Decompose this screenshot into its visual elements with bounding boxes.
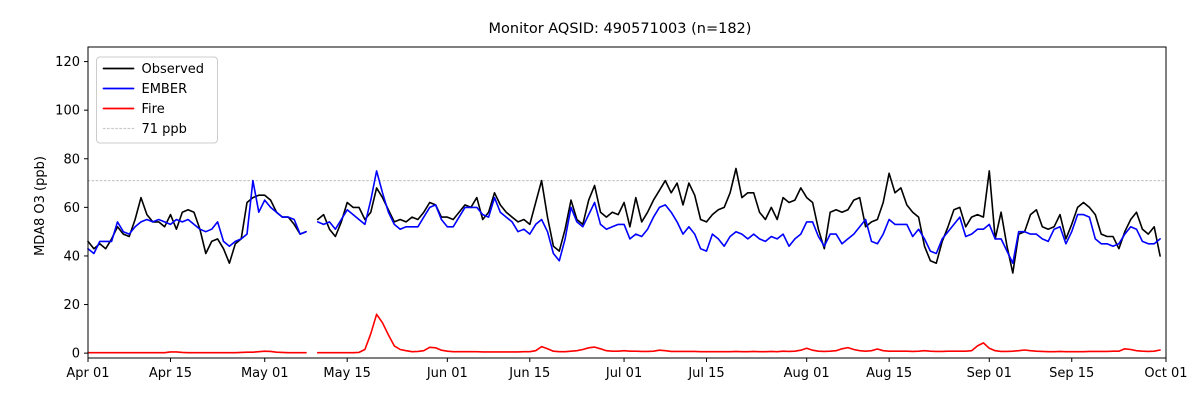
x-axis-tick-label: Oct 01 [1144,366,1187,381]
ember-line [87,170,1161,264]
y-axis-label: MDA8 O3 (ppb) [33,156,48,256]
y-axis-tick-label: 60 [63,201,80,216]
y-axis-tick-label: 0 [72,347,80,362]
legend-label: EMBER [142,82,188,97]
y-axis-tick-label: 20 [63,298,80,313]
y-axis-tick-label: 100 [55,104,80,119]
x-axis-tick-label: Jul 15 [687,366,724,381]
x-axis-tick-label: Aug 15 [866,366,912,381]
x-axis-tick-label: Apr 01 [66,366,109,381]
chart-title: Monitor AQSID: 490571003 (n=182) [489,21,752,37]
x-axis-tick-label: Sep 01 [967,366,1012,381]
y-axis-tick-label: 120 [55,55,80,70]
observed-line [87,167,1161,274]
x-axis-tick-label: May 01 [241,366,289,381]
legend-label: Fire [142,102,165,117]
x-axis-tick-label: Aug 01 [784,366,830,381]
y-axis-tick-label: 40 [63,249,80,264]
x-axis-tick-label: Jun 01 [426,366,468,381]
plot-border [87,46,1167,359]
x-axis-tick-label: Apr 15 [149,366,192,381]
fire-line [87,313,1161,354]
x-axis-tick-label: Jul 01 [605,366,642,381]
legend-label: 71 ppb [142,122,187,137]
x-axis-tick-label: Sep 15 [1049,366,1094,381]
x-axis-tick-label: May 15 [323,366,371,381]
legend-box [96,56,218,144]
y-axis-tick-label: 80 [63,152,80,167]
x-axis-tick-label: Jun 15 [508,366,550,381]
legend-label: Observed [142,62,205,77]
